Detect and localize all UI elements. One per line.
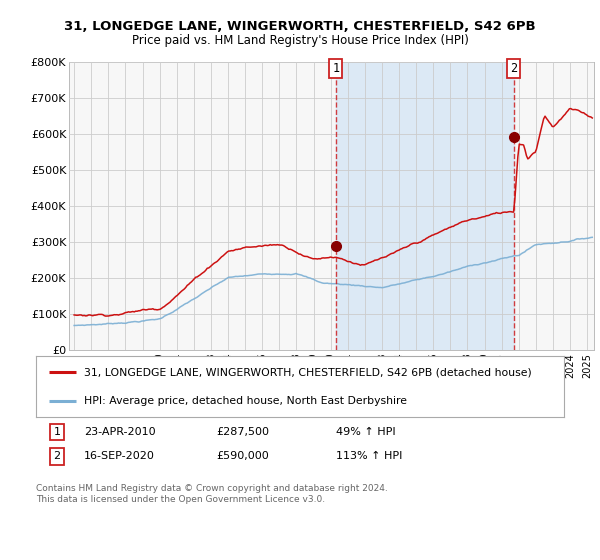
Text: 23-APR-2010: 23-APR-2010 <box>84 427 155 437</box>
Text: 16-SEP-2020: 16-SEP-2020 <box>84 451 155 461</box>
Text: £287,500: £287,500 <box>216 427 269 437</box>
Text: Contains HM Land Registry data © Crown copyright and database right 2024.
This d: Contains HM Land Registry data © Crown c… <box>36 484 388 504</box>
Bar <box>336 62 514 350</box>
Text: 1: 1 <box>332 62 340 75</box>
Text: 49% ↑ HPI: 49% ↑ HPI <box>336 427 395 437</box>
Text: HPI: Average price, detached house, North East Derbyshire: HPI: Average price, detached house, Nort… <box>83 395 407 405</box>
Text: 31, LONGEDGE LANE, WINGERWORTH, CHESTERFIELD, S42 6PB: 31, LONGEDGE LANE, WINGERWORTH, CHESTERF… <box>64 20 536 32</box>
Text: 31, LONGEDGE LANE, WINGERWORTH, CHESTERFIELD, S42 6PB (detached house): 31, LONGEDGE LANE, WINGERWORTH, CHESTERF… <box>83 367 531 377</box>
Text: Price paid vs. HM Land Registry's House Price Index (HPI): Price paid vs. HM Land Registry's House … <box>131 34 469 46</box>
Text: 2: 2 <box>511 62 518 75</box>
Text: 1: 1 <box>53 427 61 437</box>
Text: 113% ↑ HPI: 113% ↑ HPI <box>336 451 403 461</box>
Text: £590,000: £590,000 <box>216 451 269 461</box>
Text: 2: 2 <box>53 451 61 461</box>
